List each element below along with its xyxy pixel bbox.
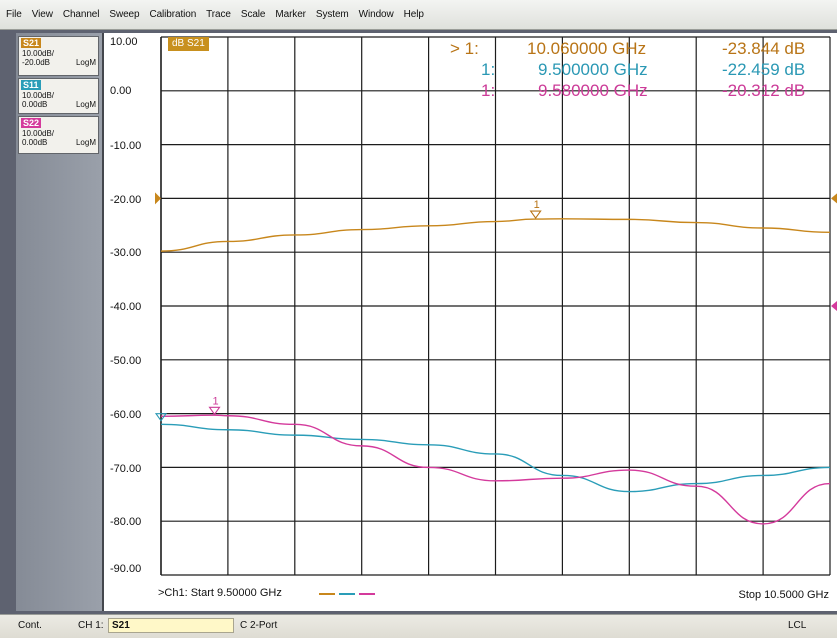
marker-readout-prefix: 1: [481,60,496,79]
trace-scale-s11: 10.00dB/ [22,91,55,100]
trace-name-s22: S22 [21,118,42,128]
ref-level-marker [155,192,161,205]
marker-s21 [529,210,542,220]
y-tick-label: 0.00 [110,85,132,97]
trace-format-s22: LogM [75,138,96,147]
y-tick-label: -80.00 [110,516,142,528]
status-param-field[interactable] [108,618,234,633]
trace-ref-s21: -20.0dB [22,58,51,67]
plot-svg: 11 [154,36,837,595]
marker-readout-freq: 9.500000 GHz [538,60,648,79]
trace-format-s21: LogM [75,58,96,67]
marker-readout-freq: 10.060000 GHz [527,39,647,58]
marker-readout-value: -22.459 dB [722,60,806,79]
trace-box-s11[interactable]: S11 10.00dB/ 0.00dB LogM [18,78,99,114]
menu-view[interactable]: View [31,9,53,20]
menu-marker[interactable]: Marker [275,9,306,20]
trace-scale-s22: 10.00dB/ [22,129,55,138]
trace-line-s22 [160,414,831,525]
marker-s11 [154,413,168,422]
menu-scale[interactable]: Scale [240,9,266,20]
trace-box-s21[interactable]: S21 10.00dB/ -20.0dB LogM [18,36,99,76]
trace-name-s21: S21 [21,38,42,48]
status-mode: Cont. [18,620,42,631]
y-tick-label: -20.00 [110,194,142,206]
y-tick-label: -50.00 [110,355,142,367]
active-trace-chip[interactable]: dB S21 [168,37,209,51]
marker-readout-prefix: > 1: [450,39,479,58]
marker-readout-value: -23.844 dB [722,39,806,58]
trace-line-s11 [160,423,831,493]
menu-window[interactable]: Window [358,9,394,20]
trace-ref-s22: 0.00dB [22,138,48,147]
trace-panel: S21 10.00dB/ -20.0dB LogM S11 10.00dB/ 0… [16,33,104,611]
y-tick-label: -90.00 [110,563,142,575]
trace-line-s21 [160,218,831,252]
menu-sweep[interactable]: Sweep [109,9,140,20]
marker-readout-freq: 9.580000 GHz [538,81,648,100]
y-tick-label: -70.00 [110,463,142,475]
sweep-start-label: >Ch1: Start 9.50000 GHz [158,587,282,599]
menu-channel[interactable]: Channel [62,9,100,20]
trace-ref-s11: 0.00dB [22,100,48,109]
trace-box-s22[interactable]: S22 10.00dB/ 0.00dB LogM [18,116,99,154]
menu-file[interactable]: File [6,9,22,20]
trace-scale-s21: 10.00dB/ [22,49,55,58]
y-tick-label: -60.00 [110,409,142,421]
status-cal: C 2-Port [240,620,278,631]
y-tick-label: -40.00 [110,301,142,313]
sweep-stop-label: Stop 10.5000 GHz [738,589,829,601]
y-tick-label: 10.00 [110,36,138,48]
status-remote: LCL [788,620,807,631]
marker-readout-prefix: 1: [481,81,496,100]
marker-s22 [208,406,221,416]
status-bar: Cont. CH 1: S21 C 2-Port LCL [0,614,837,638]
status-channel: CH 1: [78,620,104,631]
menu-system[interactable]: System [315,9,349,20]
marker-s22-label: 1 [213,395,219,407]
menu-help[interactable]: Help [403,9,424,20]
menu-trace[interactable]: Trace [206,9,231,20]
trace-format-s11: LogM [75,100,96,109]
ref-level-marker [831,193,837,204]
y-tick-label: -10.00 [110,140,142,152]
trace-name-s11: S11 [21,80,41,90]
ref-level-marker [831,301,837,311]
menu-bar: File View Channel Sweep Calibration Trac… [0,0,837,30]
marker-s21-label: 1 [534,199,540,211]
marker-readout-value: -20.312 dB [722,81,806,100]
y-tick-label: -30.00 [110,247,142,259]
status-param: S21 [112,620,130,631]
menu-calibration[interactable]: Calibration [149,9,197,20]
